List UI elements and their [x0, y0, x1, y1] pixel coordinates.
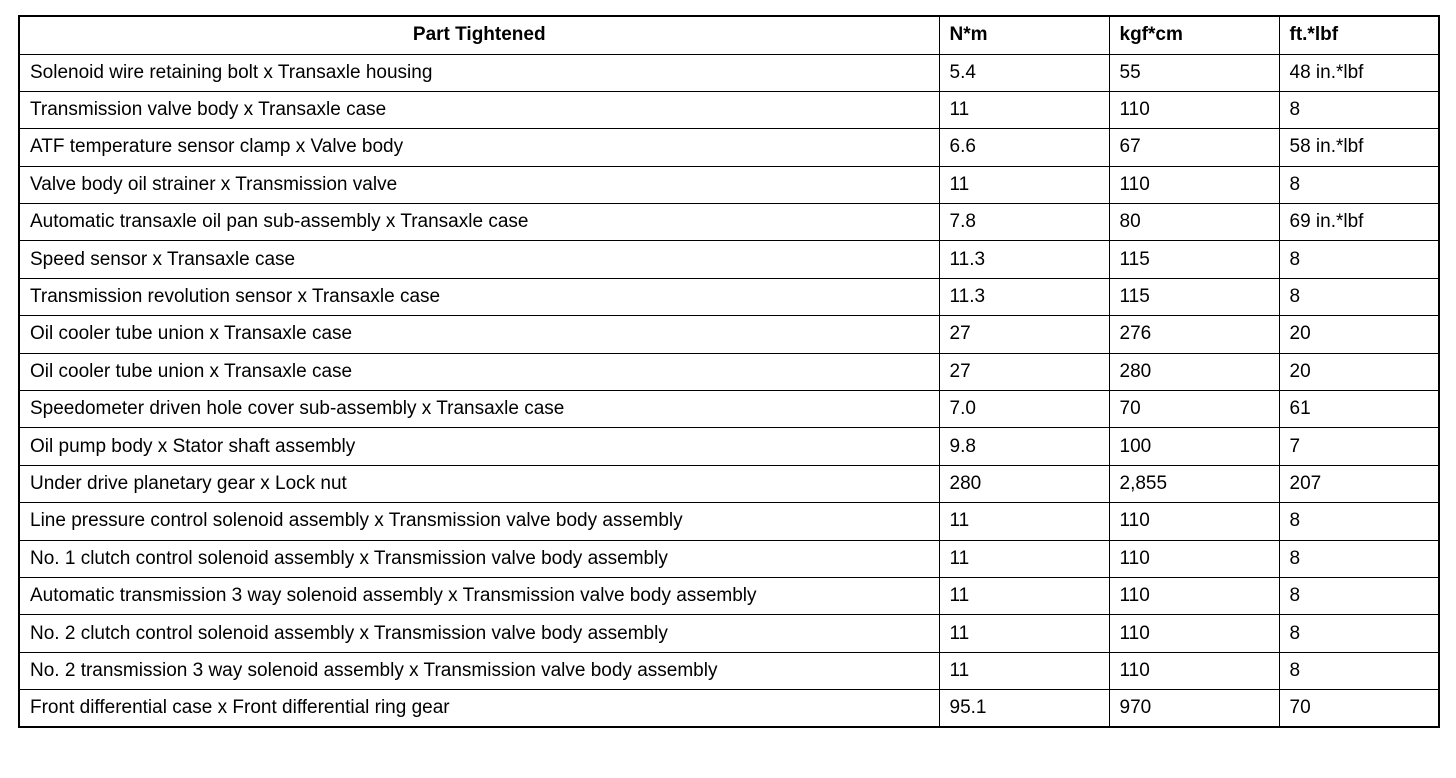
- table-cell: Oil cooler tube union x Transaxle case: [18, 315, 940, 354]
- table-row: ATF temperature sensor clamp x Valve bod…: [18, 128, 1440, 167]
- table-cell: 8: [1278, 576, 1440, 616]
- header-cell: ft.*lbf: [1278, 15, 1440, 55]
- table-cell: 110: [1108, 614, 1280, 653]
- table-header: Part Tightened N*m kgf*cm ft.*lbf: [18, 15, 1440, 55]
- table-row: No. 2 transmission 3 way solenoid assemb…: [18, 651, 1440, 691]
- table-cell: 8: [1278, 277, 1440, 317]
- table-cell: 8: [1278, 502, 1440, 541]
- header-cell: Part Tightened: [18, 15, 940, 55]
- table-cell: 20: [1278, 352, 1440, 392]
- table-cell: 9.8: [938, 427, 1110, 466]
- table-cell: 6.6: [938, 128, 1110, 167]
- table-cell: 67: [1108, 128, 1280, 167]
- table-body: Solenoid wire retaining bolt x Transaxle…: [18, 53, 1440, 728]
- table-cell: 7.0: [938, 390, 1110, 429]
- table-cell: 110: [1108, 90, 1280, 130]
- table-cell: 280: [1108, 352, 1280, 392]
- table-cell: 11: [938, 539, 1110, 578]
- table-cell: 11: [938, 165, 1110, 205]
- table-row: Oil cooler tube union x Transaxle case 27…: [18, 352, 1440, 392]
- table-row: Solenoid wire retaining bolt x Transaxle…: [18, 53, 1440, 92]
- table-cell: 27: [938, 315, 1110, 354]
- table-cell: 11: [938, 576, 1110, 616]
- table-cell: Speed sensor x Transaxle case: [18, 240, 940, 279]
- table-cell: Valve body oil strainer x Transmission v…: [18, 165, 940, 205]
- table-cell: 11: [938, 502, 1110, 541]
- table-cell: 7: [1278, 427, 1440, 466]
- table-cell: Front differential case x Front differen…: [18, 689, 940, 728]
- table-row: Automatic transaxle oil pan sub-assembly…: [18, 203, 1440, 242]
- table-cell: Oil cooler tube union x Transaxle case: [18, 352, 940, 392]
- table-cell: 110: [1108, 651, 1280, 691]
- table-cell: 100: [1108, 427, 1280, 466]
- header-cell: N*m: [938, 15, 1110, 55]
- table-cell: Solenoid wire retaining bolt x Transaxle…: [18, 53, 940, 92]
- table-cell: 95.1: [938, 689, 1110, 728]
- table-cell: 70: [1278, 689, 1440, 728]
- table-row: Automatic transmission 3 way solenoid as…: [18, 576, 1440, 616]
- table-row: Speed sensor x Transaxle case 11.3 115 8: [18, 240, 1440, 279]
- table-row: Line pressure control solenoid assembly …: [18, 502, 1440, 541]
- table-cell: 58 in.*lbf: [1278, 128, 1440, 167]
- table-cell: ATF temperature sensor clamp x Valve bod…: [18, 128, 940, 167]
- header-cell: kgf*cm: [1108, 15, 1280, 55]
- table-cell: 8: [1278, 240, 1440, 279]
- table-cell: No. 1 clutch control solenoid assembly x…: [18, 539, 940, 578]
- table-row: Oil pump body x Stator shaft assembly 9.8…: [18, 427, 1440, 466]
- table-cell: 70: [1108, 390, 1280, 429]
- table-cell: 8: [1278, 651, 1440, 691]
- table-cell: Transmission valve body x Transaxle case: [18, 90, 940, 130]
- table-cell: 11: [938, 90, 1110, 130]
- table-cell: 115: [1108, 277, 1280, 317]
- table-cell: 69 in.*lbf: [1278, 203, 1440, 242]
- table-cell: 207: [1278, 464, 1440, 504]
- table-cell: Under drive planetary gear x Lock nut: [18, 464, 940, 504]
- table-cell: 11: [938, 651, 1110, 691]
- table-row: Transmission valve body x Transaxle case…: [18, 90, 1440, 130]
- table-row: Transmission revolution sensor x Transax…: [18, 277, 1440, 317]
- table-cell: 8: [1278, 539, 1440, 578]
- table-row: Front differential case x Front differen…: [18, 689, 1440, 728]
- table-cell: No. 2 clutch control solenoid assembly x…: [18, 614, 940, 653]
- table-cell: 11.3: [938, 240, 1110, 279]
- table-cell: 8: [1278, 165, 1440, 205]
- table-cell: Oil pump body x Stator shaft assembly: [18, 427, 940, 466]
- table-cell: 110: [1108, 165, 1280, 205]
- table-row: Under drive planetary gear x Lock nut 280…: [18, 464, 1440, 504]
- torque-table: Part Tightened N*m kgf*cm ft.*lbf Solenoid …: [18, 15, 1440, 729]
- table-row: Oil cooler tube union x Transaxle case 27…: [18, 315, 1440, 354]
- table-cell: No. 2 transmission 3 way solenoid assemb…: [18, 651, 940, 691]
- table-cell: 48 in.*lbf: [1278, 53, 1440, 92]
- table-cell: 110: [1108, 576, 1280, 616]
- table-row: Valve body oil strainer x Transmission v…: [18, 165, 1440, 205]
- table-row: No. 1 clutch control solenoid assembly x…: [18, 539, 1440, 578]
- table-cell: Line pressure control solenoid assembly …: [18, 502, 940, 541]
- table-cell: Automatic transaxle oil pan sub-assembly…: [18, 203, 940, 242]
- table-cell: 5.4: [938, 53, 1110, 92]
- table-cell: 7.8: [938, 203, 1110, 242]
- table-cell: 8: [1278, 614, 1440, 653]
- table-cell: 55: [1108, 53, 1280, 92]
- table-cell: 20: [1278, 315, 1440, 354]
- table-cell: 80: [1108, 203, 1280, 242]
- table-cell: 27: [938, 352, 1110, 392]
- table-cell: Speedometer driven hole cover sub-assemb…: [18, 390, 940, 429]
- table-cell: 110: [1108, 539, 1280, 578]
- table-cell: Automatic transmission 3 way solenoid as…: [18, 576, 940, 616]
- table-cell: 280: [938, 464, 1110, 504]
- table-cell: 276: [1108, 315, 1280, 354]
- table-cell: 2,855: [1108, 464, 1280, 504]
- table-cell: 8: [1278, 90, 1440, 130]
- table-cell: 970: [1108, 689, 1280, 728]
- table-cell: Transmission revolution sensor x Transax…: [18, 277, 940, 317]
- table-cell: 115: [1108, 240, 1280, 279]
- table-row: Speedometer driven hole cover sub-assemb…: [18, 390, 1440, 429]
- header-row: Part Tightened N*m kgf*cm ft.*lbf: [18, 15, 1440, 55]
- table-cell: 11: [938, 614, 1110, 653]
- table-row: No. 2 clutch control solenoid assembly x…: [18, 614, 1440, 653]
- table-cell: 11.3: [938, 277, 1110, 317]
- table-cell: 61: [1278, 390, 1440, 429]
- table-cell: 110: [1108, 502, 1280, 541]
